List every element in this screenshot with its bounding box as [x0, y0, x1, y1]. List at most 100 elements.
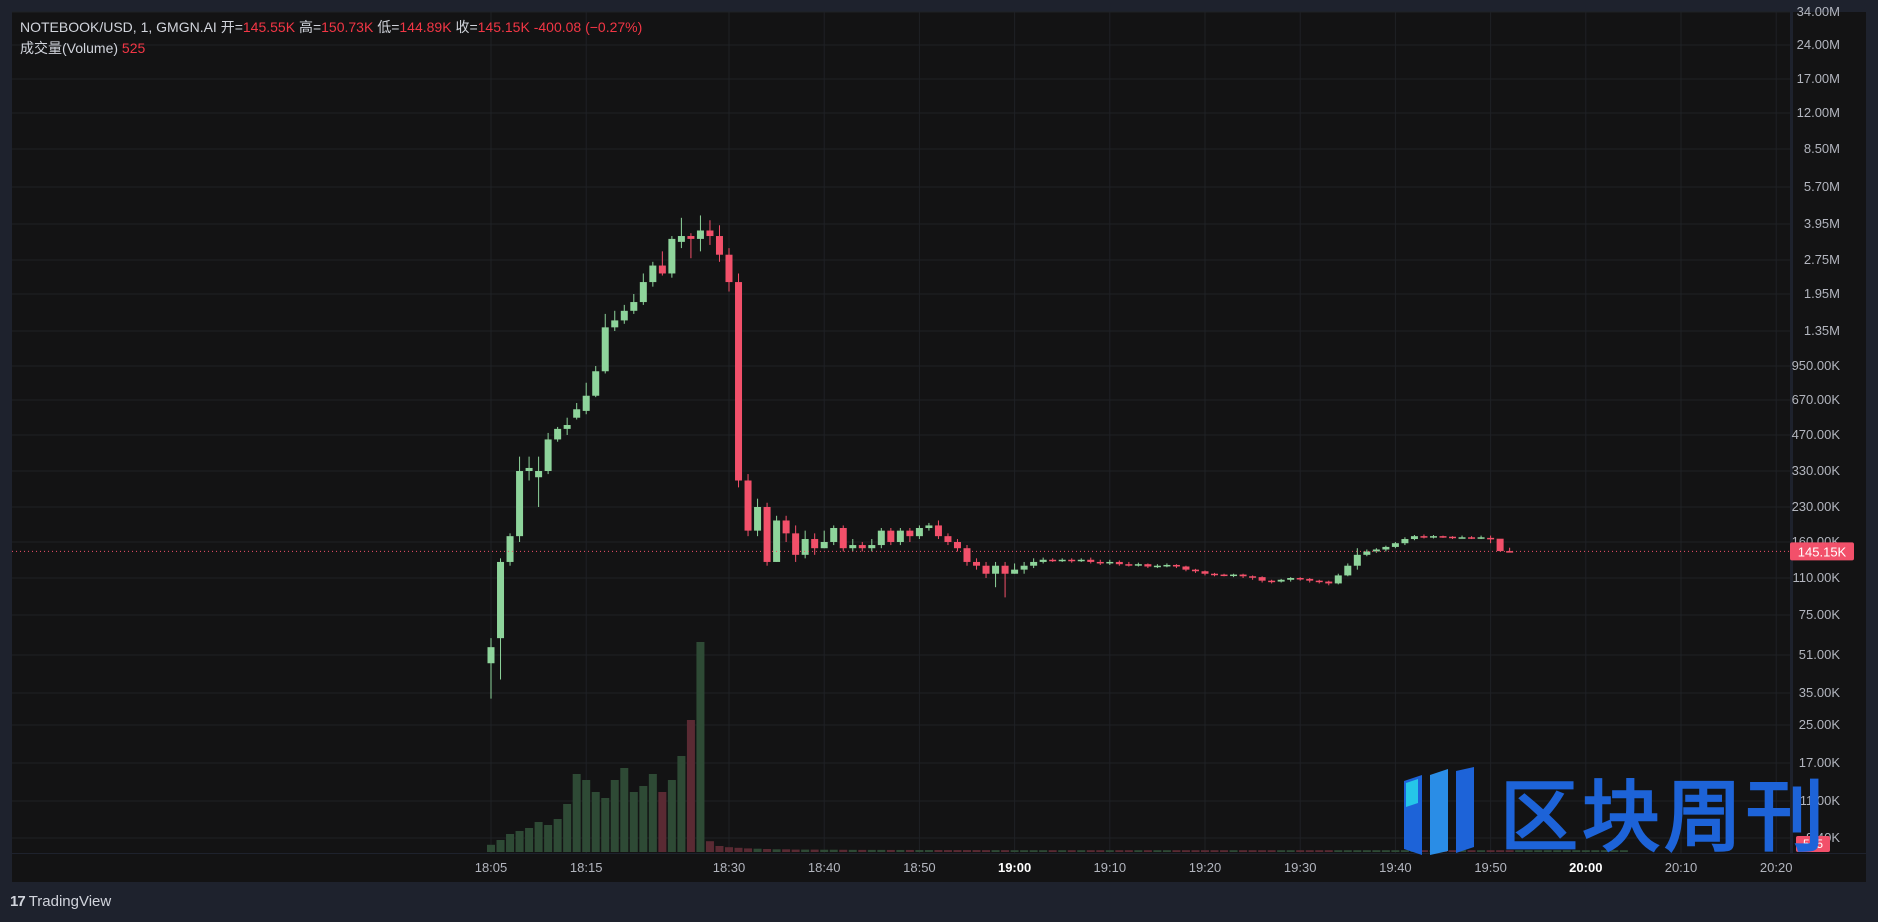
candle-body[interactable] — [934, 525, 942, 537]
candle-body[interactable] — [1306, 578, 1314, 581]
candle-body[interactable] — [687, 236, 695, 239]
candle-body[interactable] — [1410, 536, 1418, 540]
candle-body[interactable] — [963, 548, 971, 562]
candle-body[interactable] — [1172, 564, 1180, 567]
price-axis[interactable] — [1793, 12, 1866, 853]
candle-body[interactable] — [506, 536, 514, 562]
candle-body[interactable] — [915, 527, 923, 537]
candle-body[interactable] — [1496, 538, 1504, 552]
candle-body[interactable] — [487, 647, 495, 664]
candle-body[interactable] — [1439, 536, 1447, 538]
candle-body[interactable] — [1287, 578, 1295, 580]
candle-body[interactable] — [592, 371, 600, 396]
candle-body[interactable] — [1449, 536, 1457, 539]
candle-body[interactable] — [754, 507, 762, 531]
candle-body[interactable] — [1201, 571, 1209, 574]
candle-body[interactable] — [677, 236, 685, 242]
candle-body[interactable] — [554, 428, 562, 440]
candle-body[interactable] — [1268, 580, 1276, 583]
candle-body[interactable] — [658, 265, 666, 274]
candle-body[interactable] — [649, 265, 657, 283]
candle-body[interactable] — [973, 561, 981, 566]
candle-body[interactable] — [953, 542, 961, 549]
candle-body[interactable] — [744, 480, 752, 531]
candle-body[interactable] — [1382, 546, 1390, 550]
candle-body[interactable] — [1039, 559, 1047, 562]
candle-body[interactable] — [1239, 574, 1247, 577]
candle-body[interactable] — [1429, 536, 1437, 538]
candle-body[interactable] — [1049, 559, 1057, 562]
candle-body[interactable] — [696, 230, 704, 239]
candle-body[interactable] — [1458, 537, 1466, 539]
candle-body[interactable] — [1506, 551, 1514, 553]
candle-body[interactable] — [1211, 573, 1219, 576]
candle-body[interactable] — [1144, 564, 1152, 567]
candle-body[interactable] — [582, 395, 590, 411]
candle-body[interactable] — [839, 527, 847, 549]
candle-body[interactable] — [668, 238, 676, 274]
candle-body[interactable] — [1011, 569, 1019, 574]
candle-body[interactable] — [497, 561, 505, 639]
candle-body[interactable] — [792, 533, 800, 555]
candle-body[interactable] — [1420, 536, 1428, 538]
candle-body[interactable] — [858, 545, 866, 549]
candle-body[interactable] — [1477, 537, 1485, 539]
candle-body[interactable] — [1001, 565, 1009, 574]
candle-body[interactable] — [1134, 564, 1142, 566]
candle-body[interactable] — [944, 536, 952, 542]
candle-body[interactable] — [1096, 561, 1104, 564]
candle-body[interactable] — [563, 425, 571, 429]
candle-body[interactable] — [1277, 579, 1285, 582]
candle-body[interactable] — [535, 471, 543, 478]
candle-body[interactable] — [573, 409, 581, 418]
candle-body[interactable] — [1068, 559, 1076, 562]
candle-body[interactable] — [1353, 554, 1361, 566]
candle-body[interactable] — [1020, 565, 1028, 570]
candle-body[interactable] — [925, 525, 933, 528]
candle-body[interactable] — [1468, 537, 1476, 539]
candle-body[interactable] — [1191, 569, 1199, 572]
candle-body[interactable] — [1106, 561, 1114, 564]
candle-body[interactable] — [1230, 574, 1238, 577]
candle-body[interactable] — [849, 545, 857, 549]
candle-body[interactable] — [877, 530, 885, 546]
candle-body[interactable] — [1058, 559, 1066, 562]
time-axis[interactable] — [12, 854, 1866, 882]
candle-body[interactable] — [1296, 578, 1304, 580]
candle-body[interactable] — [630, 302, 638, 311]
candle-body[interactable] — [715, 236, 723, 255]
candle-body[interactable] — [1220, 574, 1228, 577]
volume-label[interactable]: 成交量(Volume) — [20, 40, 119, 56]
candle-body[interactable] — [1077, 559, 1085, 562]
candle-body[interactable] — [735, 282, 743, 481]
candle-body[interactable] — [620, 310, 628, 321]
candle-body[interactable] — [906, 530, 914, 537]
candle-body[interactable] — [1115, 561, 1123, 565]
candle-body[interactable] — [611, 320, 619, 328]
candle-body[interactable] — [887, 530, 895, 542]
candle-body[interactable] — [1125, 564, 1133, 566]
candle-body[interactable] — [544, 439, 552, 471]
candle-body[interactable] — [782, 520, 790, 534]
candle-body[interactable] — [1153, 565, 1161, 568]
candle-body[interactable] — [601, 327, 609, 372]
candle-body[interactable] — [820, 542, 828, 549]
candle-body[interactable] — [1163, 564, 1171, 567]
candle-body[interactable] — [763, 507, 771, 562]
candle-body[interactable] — [1372, 549, 1380, 552]
candle-body[interactable] — [1487, 537, 1495, 540]
candle-body[interactable] — [1249, 576, 1257, 578]
candle-body[interactable] — [706, 230, 714, 237]
tradingview-logo[interactable]: 17 TradingView — [10, 893, 111, 910]
candle-body[interactable] — [1182, 566, 1190, 570]
candle-body[interactable] — [1334, 575, 1342, 584]
candle-body[interactable] — [1258, 577, 1266, 581]
plot-area[interactable] — [12, 12, 1790, 853]
symbol-label[interactable]: NOTEBOOK/USD, 1, GMGN.AI — [20, 19, 217, 35]
candle-body[interactable] — [830, 527, 838, 542]
candle-body[interactable] — [868, 545, 876, 549]
candle-body[interactable] — [1030, 561, 1038, 566]
candle-body[interactable] — [525, 467, 533, 471]
candle-body[interactable] — [992, 565, 1000, 574]
